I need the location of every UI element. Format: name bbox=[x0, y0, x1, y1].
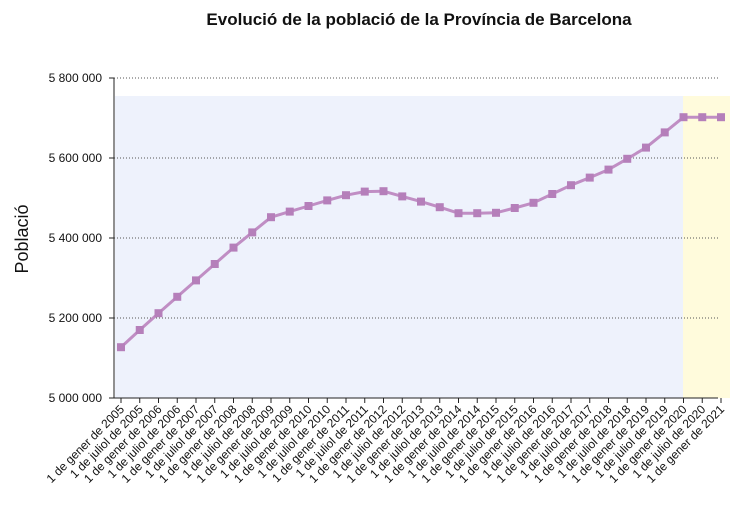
data-point bbox=[285, 207, 294, 216]
data-point bbox=[623, 154, 632, 163]
data-point bbox=[529, 198, 538, 207]
data-point bbox=[454, 209, 463, 218]
data-point bbox=[435, 203, 444, 212]
data-point bbox=[417, 197, 425, 206]
y-tick-label: 5 400 000 bbox=[49, 231, 103, 245]
data-point bbox=[398, 192, 407, 201]
y-tick-label: 5 800 000 bbox=[49, 71, 103, 85]
y-tick-label: 5 000 000 bbox=[49, 391, 103, 405]
y-tick-label: 5 200 000 bbox=[49, 311, 103, 325]
data-point bbox=[717, 113, 725, 122]
data-point bbox=[360, 187, 369, 196]
data-point bbox=[154, 309, 163, 318]
background-region bbox=[115, 96, 683, 398]
data-point bbox=[117, 343, 125, 352]
data-point bbox=[248, 228, 257, 237]
data-point bbox=[567, 181, 575, 190]
data-point bbox=[492, 208, 500, 217]
data-point bbox=[379, 187, 388, 196]
data-point bbox=[473, 209, 482, 218]
y-axis-ticks: 5 000 000 5 200 000 5 400 000 5 600 000 5 80… bbox=[49, 71, 114, 405]
data-point bbox=[604, 165, 613, 174]
data-point bbox=[585, 173, 594, 182]
data-point bbox=[510, 204, 519, 212]
data-point bbox=[642, 143, 650, 152]
series-group bbox=[117, 113, 725, 352]
data-point bbox=[342, 191, 350, 200]
data-point bbox=[210, 260, 219, 268]
data-point bbox=[135, 326, 144, 334]
data-point bbox=[548, 190, 557, 198]
background-region bbox=[683, 96, 730, 398]
background-regions bbox=[115, 96, 730, 398]
data-point bbox=[698, 113, 707, 122]
data-point bbox=[192, 276, 200, 285]
data-point bbox=[267, 213, 275, 222]
data-point bbox=[304, 202, 313, 210]
y-tick-label: 5 600 000 bbox=[49, 151, 103, 165]
chart-title: Evolució de la població de la Província … bbox=[206, 10, 632, 29]
data-point bbox=[660, 128, 669, 137]
data-point bbox=[323, 196, 332, 205]
data-point bbox=[229, 243, 238, 252]
data-point bbox=[679, 113, 688, 122]
data-point bbox=[173, 292, 182, 301]
y-axis-label: Població bbox=[12, 204, 32, 273]
